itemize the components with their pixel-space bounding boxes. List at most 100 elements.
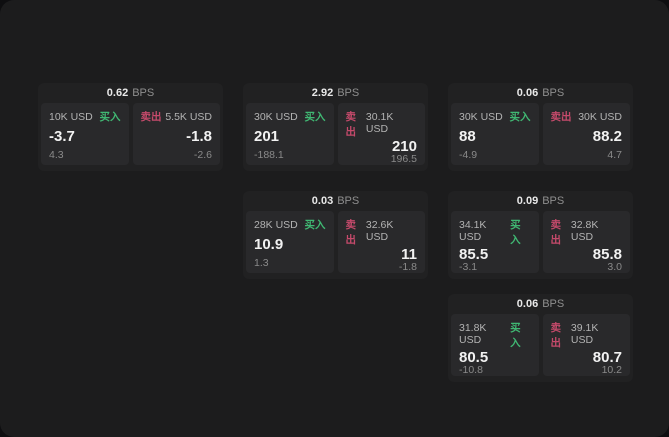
quote-card: 2.92 BPS 30K USD 买入 201 -188.1 卖出 30.1K U… [243, 83, 428, 171]
sell-change: 196.5 [390, 153, 417, 165]
buy-change: -4.9 [459, 148, 478, 161]
buy-panel[interactable]: 31.8K USD 买入 80.5 -10.8 [451, 314, 539, 376]
quote-panels: 34.1K USD 买入 85.5 -3.1 卖出 32.8K USD 85.8… [451, 211, 630, 273]
quote-card: 0.03 BPS 28K USD 买入 10.9 1.3 卖出 32.6K USD… [243, 191, 428, 279]
buy-label: 买入 [510, 219, 521, 246]
buy-change: -10.8 [459, 364, 483, 376]
sell-amount: 39.1K USD [570, 322, 599, 346]
sell-label: 卖出 [140, 111, 162, 123]
sell-amount: 5.5K USD [165, 111, 212, 123]
buy-panel[interactable]: 30K USD 买入 88 -4.9 [451, 103, 539, 165]
buy-amount: 28K USD [254, 219, 298, 231]
bps-unit: BPS [337, 87, 360, 99]
buy-panel[interactable]: 28K USD 买入 10.9 1.3 [246, 211, 334, 273]
sell-amount: 30.1K USD [365, 111, 394, 135]
sell-label: 卖出 [345, 219, 357, 246]
card-header: 0.62 BPS [41, 83, 220, 103]
buy-panel[interactable]: 10K USD 买入 -3.7 4.3 [41, 103, 129, 165]
buy-label: 买入 [510, 322, 521, 349]
bps-unit: BPS [542, 87, 565, 99]
bps-value: 0.03 [311, 195, 334, 207]
sell-panel[interactable]: 卖出 5.5K USD -1.8 -2.6 [132, 103, 220, 165]
buy-price: 88 [459, 128, 476, 146]
sell-panel[interactable]: 卖出 32.6K USD 11 -1.8 [337, 211, 425, 273]
buy-panel-top: 31.8K USD 买入 [459, 320, 531, 350]
bps-value: 0.06 [516, 87, 539, 99]
sell-label: 卖出 [550, 219, 562, 246]
bps-unit: BPS [542, 298, 565, 310]
sell-price: 11 [401, 246, 417, 263]
sell-panel-top: 卖出 39.1K USD [551, 320, 623, 350]
buy-panel-top: 30K USD 买入 [459, 109, 531, 124]
buy-change: -3.1 [459, 261, 478, 273]
sell-amount: 32.8K USD [570, 219, 599, 243]
buy-price: 85.5 [459, 246, 489, 263]
quote-card: 0.62 BPS 10K USD 买入 -3.7 4.3 卖出 5.5K USD … [38, 83, 223, 171]
quote-panels: 30K USD 买入 88 -4.9 卖出 30K USD 88.2 4.7 [451, 103, 630, 165]
sell-price: 210 [391, 138, 417, 155]
buy-price: 10.9 [254, 236, 284, 254]
buy-panel-top: 28K USD 买入 [254, 217, 326, 232]
bps-value: 2.92 [311, 87, 334, 99]
quote-card: 0.06 BPS 31.8K USD 买入 80.5 -10.8 卖出 39.1K… [448, 294, 633, 382]
bps-unit: BPS [542, 195, 565, 207]
buy-amount: 10K USD [49, 111, 93, 123]
buy-panel-top: 34.1K USD 买入 [459, 217, 531, 247]
sell-change: -1.8 [398, 261, 417, 273]
sell-change: 3.0 [607, 261, 622, 273]
quote-panels: 30K USD 买入 201 -188.1 卖出 30.1K USD 210 1… [246, 103, 425, 165]
buy-panel-top: 30K USD 买入 [254, 109, 326, 124]
buy-price: 80.5 [459, 349, 489, 366]
bps-value: 0.06 [516, 298, 539, 310]
sell-label: 卖出 [550, 111, 572, 123]
buy-price: -3.7 [49, 128, 75, 146]
sell-change: 4.7 [607, 148, 622, 161]
sell-price: 80.7 [592, 349, 622, 366]
quote-card: 0.09 BPS 34.1K USD 买入 85.5 -3.1 卖出 32.8K … [448, 191, 633, 279]
buy-label: 买入 [509, 111, 531, 123]
sell-panel[interactable]: 卖出 30.1K USD 210 196.5 [337, 103, 425, 165]
bps-unit: BPS [337, 195, 360, 207]
sell-panel-top: 卖出 30K USD [551, 109, 623, 124]
buy-panel[interactable]: 34.1K USD 买入 85.5 -3.1 [451, 211, 539, 273]
buy-change: 1.3 [254, 256, 269, 269]
sell-price: 85.8 [592, 246, 622, 263]
buy-change: 4.3 [49, 148, 64, 161]
sell-change: 10.2 [601, 364, 622, 376]
sell-amount: 32.6K USD [365, 219, 394, 243]
buy-label: 买入 [304, 219, 326, 231]
buy-price: 201 [254, 128, 280, 146]
quote-panels: 10K USD 买入 -3.7 4.3 卖出 5.5K USD -1.8 -2.… [41, 103, 220, 165]
buy-change: -188.1 [254, 148, 284, 161]
sell-change: -2.6 [193, 148, 212, 161]
sell-amount: 30K USD [578, 111, 622, 123]
buy-label: 买入 [304, 111, 326, 123]
card-header: 0.06 BPS [451, 83, 630, 103]
sell-label: 卖出 [550, 322, 562, 349]
buy-amount: 30K USD [254, 111, 298, 123]
buy-panel[interactable]: 30K USD 买入 201 -188.1 [246, 103, 334, 165]
buy-panel-top: 10K USD 买入 [49, 109, 121, 124]
buy-amount: 31.8K USD [459, 322, 487, 346]
quote-panels: 31.8K USD 买入 80.5 -10.8 卖出 39.1K USD 80.… [451, 314, 630, 376]
card-header: 0.06 BPS [451, 294, 630, 314]
buy-amount: 30K USD [459, 111, 503, 123]
bps-value: 0.09 [516, 195, 539, 207]
quote-panels: 28K USD 买入 10.9 1.3 卖出 32.6K USD 11 -1.8 [246, 211, 425, 273]
sell-panel-top: 卖出 5.5K USD [141, 109, 213, 124]
buy-amount: 34.1K USD [459, 219, 487, 243]
card-header: 0.09 BPS [451, 191, 630, 211]
bps-value: 0.62 [106, 87, 129, 99]
sell-panel-top: 卖出 32.6K USD [346, 217, 418, 247]
sell-panel-top: 卖出 30.1K USD [346, 109, 418, 139]
sell-panel-top: 卖出 32.8K USD [551, 217, 623, 247]
card-header: 0.03 BPS [246, 191, 425, 211]
card-header: 2.92 BPS [246, 83, 425, 103]
sell-price: -1.8 [186, 128, 212, 146]
sell-panel[interactable]: 卖出 30K USD 88.2 4.7 [542, 103, 630, 165]
sell-panel[interactable]: 卖出 39.1K USD 80.7 10.2 [542, 314, 630, 376]
sell-panel[interactable]: 卖出 32.8K USD 85.8 3.0 [542, 211, 630, 273]
bps-unit: BPS [132, 87, 155, 99]
